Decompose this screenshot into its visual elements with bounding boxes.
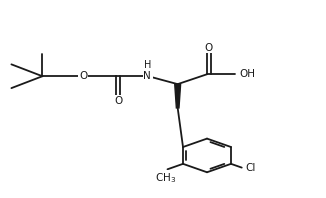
Text: O: O [114, 96, 122, 106]
Text: O: O [79, 71, 87, 81]
Text: CH$_3$: CH$_3$ [155, 171, 176, 185]
Text: H: H [144, 60, 151, 70]
Polygon shape [175, 84, 181, 108]
Text: OH: OH [240, 69, 256, 79]
Text: O: O [205, 43, 213, 52]
Text: N: N [143, 71, 151, 81]
Text: H
N: H N [144, 61, 152, 83]
Text: Cl: Cl [246, 163, 256, 173]
